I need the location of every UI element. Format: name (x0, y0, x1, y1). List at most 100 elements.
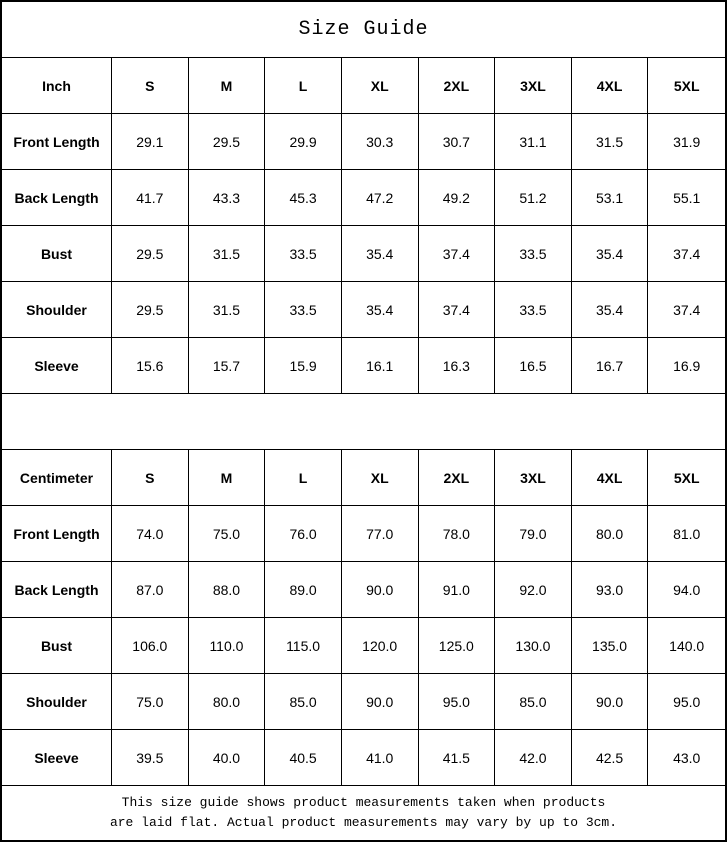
row-label-cell: Back Length (2, 170, 112, 225)
value-cell: 89.0 (265, 562, 342, 617)
value-cell: 30.3 (342, 114, 419, 169)
value-cell: 91.0 (419, 562, 496, 617)
inch-table-row: Bust 29.5 31.5 33.5 35.4 37.4 33.5 35.4 37.4 (2, 226, 725, 282)
row-label-cell: Shoulder (2, 674, 112, 729)
centimeter-table-row: Bust 106.0 110.0 115.0 120.0 125.0 130.0 135.0 1… (2, 618, 725, 674)
value-cell: 85.0 (265, 674, 342, 729)
size-header-cell: S (112, 450, 189, 505)
value-cell: 79.0 (495, 506, 572, 561)
footer-line-1: This size guide shows product measuremen… (121, 794, 606, 810)
value-cell: 37.4 (673, 245, 701, 262)
centimeter-header-row: Centimeter S M L XL 2XL 3XL 4XL 5XL (2, 450, 725, 506)
value-cell: 90.0 (572, 674, 649, 729)
footer-note: This size guide shows product measuremen… (2, 786, 725, 840)
value-cell: 35.4 (572, 282, 649, 337)
value-cell: 29.1 (112, 114, 189, 169)
inch-header-row: Inch S M L XL 2XL 3XL 4XL 5XL (2, 58, 725, 114)
unit-header-cell: Centimeter (2, 450, 112, 505)
size-header-cell: M (189, 450, 266, 505)
value-cell: 33.5 (265, 282, 342, 337)
value-cell: 33.5 (495, 226, 572, 281)
inch-table-row: Sleeve 15.6 15.7 15.9 16.1 16.3 16.5 16.7 16.9 (2, 338, 725, 394)
value-cell: 43.0 (673, 749, 701, 766)
centimeter-table: Centimeter S M L XL 2XL 3XL 4XL 5XL Front Length 7… (2, 450, 725, 786)
value-cell: 51.2 (495, 170, 572, 225)
value-cell: 33.5 (265, 226, 342, 281)
value-cell: 140.0 (669, 637, 705, 654)
value-cell: 35.4 (572, 226, 649, 281)
value-cell: 43.3 (189, 170, 266, 225)
value-cell: 88.0 (189, 562, 266, 617)
row-label-cell: Sleeve (2, 338, 112, 393)
value-cell: 41.7 (112, 170, 189, 225)
centimeter-table-row: Front Length 74.0 75.0 76.0 77.0 78.0 79.0 80.0… (2, 506, 725, 562)
row-label-cell: Back Length (2, 562, 112, 617)
value-cell: 35.4 (342, 226, 419, 281)
size-header-cell: L (265, 450, 342, 505)
value-cell: 41.0 (342, 730, 419, 785)
value-cell: 31.9 (673, 133, 701, 150)
value-cell: 78.0 (419, 506, 496, 561)
size-header-cell: 2XL (419, 450, 496, 505)
spacer-row (2, 394, 725, 450)
value-cell: 39.5 (112, 730, 189, 785)
value-cell: 15.7 (189, 338, 266, 393)
value-cell: 74.0 (112, 506, 189, 561)
value-cell: 15.6 (112, 338, 189, 393)
value-cell: 115.0 (265, 618, 342, 673)
footer-line-2: are laid flat. Actual product measuremen… (109, 815, 618, 830)
value-cell: 75.0 (189, 506, 266, 561)
value-cell: 135.0 (572, 618, 649, 673)
value-cell: 16.1 (342, 338, 419, 393)
value-cell: 85.0 (495, 674, 572, 729)
value-cell: 37.4 (673, 301, 701, 318)
value-cell: 95.0 (673, 693, 701, 710)
value-cell: 75.0 (112, 674, 189, 729)
value-cell: 53.1 (572, 170, 649, 225)
value-cell: 76.0 (265, 506, 342, 561)
value-cell: 29.9 (265, 114, 342, 169)
size-header-cell: 2XL (419, 58, 496, 113)
value-cell: 45.3 (265, 170, 342, 225)
row-label-cell: Shoulder (2, 282, 112, 337)
value-cell: 31.5 (572, 114, 649, 169)
size-header-cell: 5XL (673, 77, 700, 94)
value-cell: 31.1 (495, 114, 572, 169)
value-cell: 90.0 (342, 562, 419, 617)
inch-table: Inch S M L XL 2XL 3XL 4XL 5XL Front Length 29.1 29.… (2, 58, 725, 394)
value-cell: 40.0 (189, 730, 266, 785)
value-cell: 15.9 (265, 338, 342, 393)
size-header-cell: XL (342, 58, 419, 113)
value-cell: 47.2 (342, 170, 419, 225)
value-cell: 55.1 (673, 189, 701, 206)
value-cell: 31.5 (189, 226, 266, 281)
value-cell: 92.0 (495, 562, 572, 617)
inch-table-row: Front Length 29.1 29.5 29.9 30.3 30.7 31.1 31.5… (2, 114, 725, 170)
value-cell: 90.0 (342, 674, 419, 729)
size-header-cell: 3XL (495, 450, 572, 505)
value-cell: 29.5 (112, 226, 189, 281)
value-cell: 130.0 (495, 618, 572, 673)
size-header-cell: L (265, 58, 342, 113)
value-cell: 42.0 (495, 730, 572, 785)
inch-table-row: Back Length 41.7 43.3 45.3 47.2 49.2 51.2 53.1 5… (2, 170, 725, 226)
row-label-cell: Front Length (2, 506, 112, 561)
value-cell: 93.0 (572, 562, 649, 617)
value-cell: 110.0 (189, 618, 266, 673)
row-label-cell: Sleeve (2, 730, 112, 785)
value-cell: 35.4 (342, 282, 419, 337)
size-header-cell: 4XL (572, 58, 649, 113)
size-header-cell: 3XL (495, 58, 572, 113)
centimeter-table-row: Sleeve 39.5 40.0 40.5 41.0 41.5 42.0 42.5 43.0 (2, 730, 725, 786)
value-cell: 77.0 (342, 506, 419, 561)
unit-header-cell: Inch (2, 58, 112, 113)
size-header-cell: 5XL (673, 469, 700, 486)
value-cell: 80.0 (572, 506, 649, 561)
page-title: Size Guide (298, 18, 429, 41)
value-cell: 37.4 (419, 226, 496, 281)
value-cell: 16.5 (495, 338, 572, 393)
value-cell: 81.0 (673, 525, 701, 542)
size-header-cell: 4XL (572, 450, 649, 505)
value-cell: 31.5 (189, 282, 266, 337)
size-header-cell: S (112, 58, 189, 113)
